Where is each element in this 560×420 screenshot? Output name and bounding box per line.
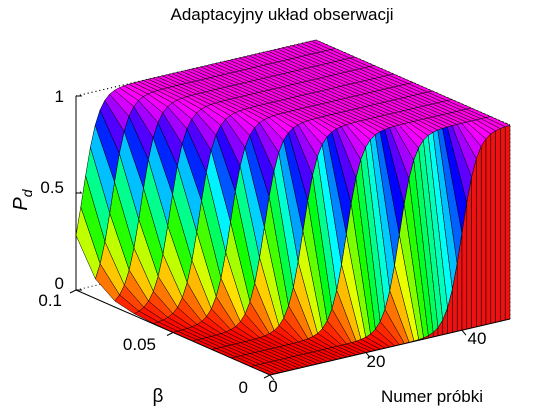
surface-front-wall [466, 177, 472, 330]
z-tick-1: 1 [55, 87, 64, 106]
surface-front-wall [504, 125, 511, 321]
surface-plot [75, 39, 511, 376]
surface-front-wall [480, 137, 487, 327]
x-tick-40: 40 [468, 329, 487, 348]
z-axis-label: Pd [10, 188, 35, 210]
surface-front-wall [500, 126, 506, 322]
x-axis-line [269, 318, 511, 376]
beta-tick-mark-2 [69, 289, 77, 294]
x-tick-0: 0 [268, 377, 277, 396]
axis-ticks [69, 95, 467, 381]
beta-tick-mark-0 [263, 374, 271, 379]
svg-text:Pd: Pd [10, 188, 35, 210]
chart-title: Adaptacyjny układ obserwacji [170, 5, 393, 24]
surface-front-wall [495, 128, 501, 323]
x-tick-20: 20 [367, 352, 386, 371]
x-tick-mark-0 [269, 374, 275, 381]
y-tick-0.05: 0.05 [123, 335, 156, 354]
z-tick-0: 0 [55, 274, 64, 293]
x-tick-mark-1 [365, 352, 371, 358]
x-axis-label: Numer próbki [381, 387, 483, 406]
z-axis-label-sub: d [19, 188, 35, 197]
surface-front-wall [471, 158, 477, 329]
z-axis-label-main: P [10, 197, 32, 211]
surface-front-wall [476, 146, 482, 328]
surface-front-wall [485, 133, 492, 325]
y-tick-0: 0 [239, 378, 248, 397]
y-axis-label: β [153, 386, 164, 407]
surface-front-wall [490, 130, 496, 324]
beta-tick-mark-1 [166, 332, 174, 336]
y-tick-0.1: 0.1 [38, 291, 62, 310]
z-tick-0.5: 0.5 [40, 178, 64, 197]
x-tick-mark-2 [461, 329, 467, 336]
